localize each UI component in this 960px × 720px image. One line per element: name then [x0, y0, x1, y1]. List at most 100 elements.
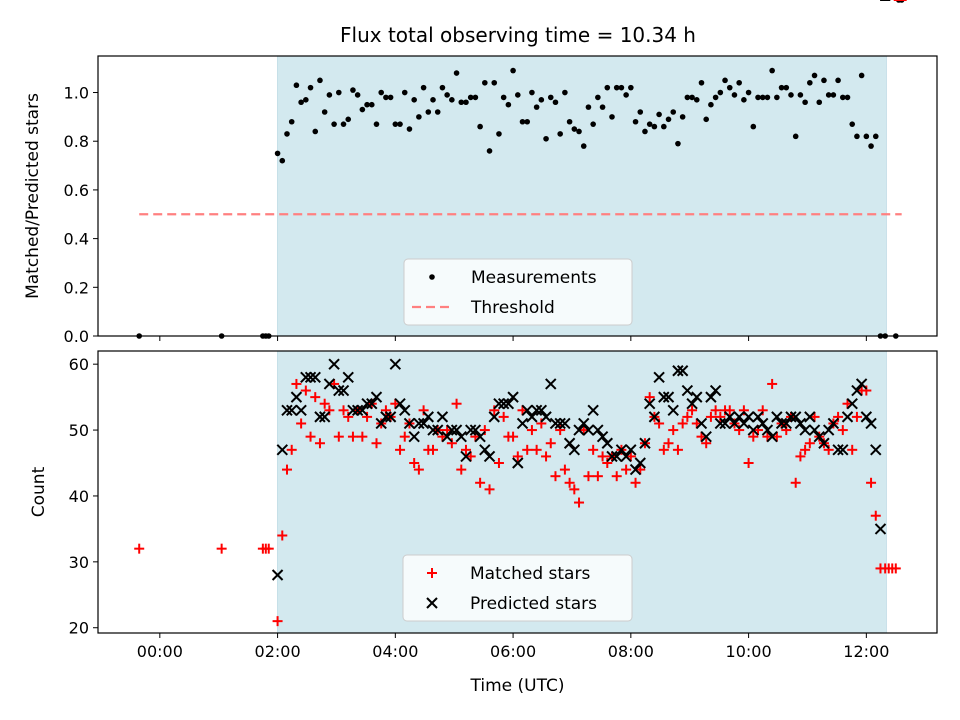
predicted-star-point — [333, 384, 345, 397]
x-tick-label: 06:00 — [490, 642, 536, 661]
measurement-point — [486, 148, 493, 154]
predicted-star-point — [667, 404, 679, 417]
matched-star-point — [602, 458, 613, 469]
measurement-point — [321, 109, 328, 115]
measurement-point — [684, 94, 691, 101]
matched-star-point — [757, 405, 768, 416]
predicted-star-point — [276, 444, 288, 456]
predicted-star-point — [686, 398, 698, 410]
predicted-star-point — [653, 371, 665, 384]
matched-star-point — [484, 484, 495, 495]
matched-star-point — [371, 438, 382, 449]
predicted-star-point — [450, 424, 463, 436]
predicted-star-point — [446, 424, 458, 436]
measurement-point — [472, 94, 479, 101]
predicted-star-point — [643, 398, 656, 410]
matched-star-point — [475, 477, 486, 488]
predicted-star-point — [375, 417, 387, 430]
measurement-point — [821, 77, 827, 84]
measurement-points — [136, 0, 905, 339]
predicted-star-point — [408, 430, 420, 443]
predicted-star-point — [620, 450, 632, 463]
matched-star-point — [526, 425, 537, 436]
measurement-point — [397, 121, 403, 127]
matched-star-point — [380, 405, 391, 416]
predicted-star-point — [865, 417, 877, 430]
matched-star-point — [583, 471, 594, 482]
matched-star-point — [823, 444, 834, 455]
measurement-point — [477, 123, 483, 130]
matched-star-point — [710, 405, 721, 416]
predicted-star-point — [855, 378, 868, 390]
predicted-star-point — [366, 398, 378, 410]
predicted-star-point — [417, 417, 430, 430]
matched-star-point — [134, 543, 145, 554]
predicted-star-point — [455, 430, 467, 443]
predicted-star-point — [271, 569, 284, 581]
matched-star-point — [870, 510, 881, 521]
matched-star-point — [263, 543, 274, 554]
measurement-point — [359, 106, 366, 113]
measurement-point — [797, 92, 804, 98]
legend-matched-label: Matched stars — [470, 564, 590, 584]
predicted-star-point — [714, 417, 727, 430]
measurement-point — [439, 84, 446, 91]
measurement-point — [392, 121, 399, 127]
measurement-point — [609, 114, 615, 120]
bottom-y-tick-label: 40 — [69, 487, 89, 506]
figure-title: Flux total observing time = 10.34 h — [340, 23, 696, 47]
matched-star-point — [743, 458, 754, 469]
predicted-star-point — [356, 404, 369, 417]
measurement-point — [623, 92, 629, 98]
measurement-point — [538, 97, 545, 103]
measurement-point — [632, 118, 639, 125]
measurement-point — [317, 77, 323, 84]
measurement-point — [839, 94, 846, 101]
predicted-star-point — [516, 417, 529, 430]
predicted-star-point — [709, 384, 722, 397]
measurement-point — [750, 123, 757, 130]
bottom-legend-box — [402, 554, 633, 622]
matched-star-point — [574, 497, 585, 508]
measurement-point — [764, 94, 771, 101]
predicted-star-point — [596, 430, 609, 443]
top-panel-frame — [97, 55, 938, 337]
measurement-point — [383, 94, 389, 101]
matched-star-point — [790, 477, 801, 488]
measurement-point — [651, 123, 658, 130]
predicted-star-point — [413, 417, 425, 430]
matched-star-point — [837, 425, 848, 436]
matched-star-point — [460, 444, 471, 455]
measurement-point — [849, 121, 856, 127]
x-axis-label: Time (UTC) — [470, 676, 565, 696]
predicted-star-point — [724, 411, 736, 423]
predicted-star-point — [549, 417, 562, 430]
predicted-star-point — [681, 384, 694, 397]
legend-predicted-marker — [426, 597, 438, 609]
matched-star-point — [395, 444, 406, 455]
measurement-point — [562, 89, 568, 96]
matched-star-point — [333, 431, 344, 442]
predicted-star-point — [347, 404, 359, 417]
predicted-star-point — [488, 411, 500, 423]
bottom-y-tick-label: 60 — [69, 355, 89, 374]
matched-star-point — [663, 438, 674, 449]
predicted-star-point — [846, 398, 858, 410]
top-x-tick-marks — [159, 336, 867, 341]
measurement-point — [774, 94, 780, 101]
predicted-star-point — [874, 523, 887, 535]
predicted-star-point — [295, 404, 307, 417]
matched-star-point — [592, 471, 603, 482]
matched-star-point — [536, 418, 547, 429]
matched-star-point — [300, 385, 311, 396]
matched-star-point — [512, 451, 523, 462]
matched-star-point — [498, 411, 509, 422]
predicted-star-point — [497, 398, 510, 410]
predicted-star-point — [460, 450, 472, 463]
measurement-point — [444, 92, 450, 98]
predicted-star-point — [479, 444, 491, 456]
measurement-point — [858, 72, 865, 79]
predicted-star-point — [700, 430, 712, 443]
measurement-point — [788, 92, 794, 98]
predicted-star-point — [611, 450, 623, 463]
